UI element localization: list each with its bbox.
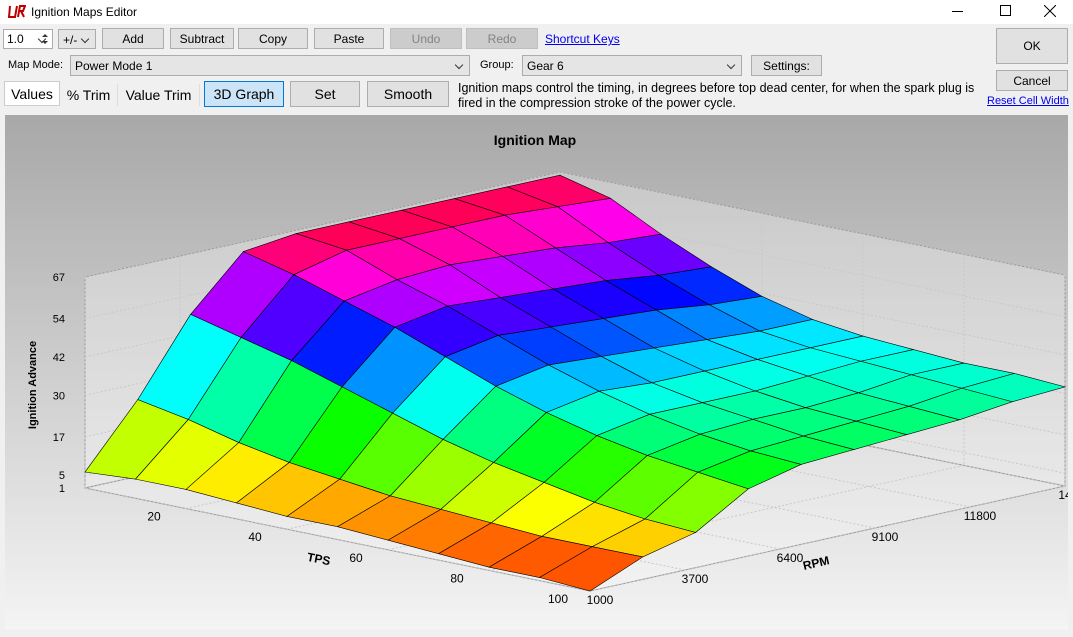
cancel-button[interactable]: Cancel (996, 70, 1068, 91)
reset-cell-width-link[interactable]: Reset Cell Width (987, 95, 1069, 107)
subtract-button[interactable]: Subtract (170, 28, 234, 49)
undo-button: Undo (390, 28, 462, 49)
redo-button: Redo (466, 28, 538, 49)
y-tick-label: 11800 (964, 509, 997, 523)
title-bar: Ignition Maps Editor (0, 0, 1073, 24)
z-tick-label: 42 (53, 352, 65, 364)
shortcut-keys-link[interactable]: Shortcut Keys (545, 32, 620, 46)
x-tick-label: 80 (450, 571, 464, 585)
step-input[interactable]: 1.0 (3, 29, 53, 49)
maximize[interactable] (1000, 5, 1011, 16)
copy-button[interactable]: Copy (238, 28, 308, 49)
mode-dropdown[interactable]: +/- (58, 29, 96, 49)
y-tick-label: 1000 (587, 593, 614, 607)
window-title: Ignition Maps Editor (31, 5, 137, 19)
x-tick-label: 20 (147, 510, 161, 524)
z-tick-label: 54 (53, 314, 65, 326)
percent-trim-tab[interactable]: % Trim (60, 84, 118, 106)
z-tick-label: 5 (59, 470, 65, 482)
3d-graph-button[interactable]: 3D Graph (204, 81, 284, 107)
step-value: 1.0 (7, 32, 24, 46)
map-mode-label: Map Mode: (8, 59, 63, 71)
add-button[interactable]: Add (102, 28, 164, 49)
group-value: Gear 6 (527, 59, 564, 73)
z-tick-label: 17 (53, 432, 65, 444)
y-tick-label: 6400 (777, 551, 804, 565)
spinner[interactable] (39, 31, 51, 47)
y-tick-label: 3700 (682, 572, 709, 586)
x-tick-label: 60 (349, 551, 363, 565)
group-label: Group: (480, 59, 514, 71)
group-combo[interactable]: Gear 6 (522, 55, 742, 76)
ok-button[interactable]: OK (996, 28, 1068, 64)
settings-button[interactable]: Settings: (751, 55, 822, 76)
y-tick-label: 14500 (1058, 488, 1068, 502)
value-trim-tab[interactable]: Value Trim (118, 84, 200, 106)
y-tick-label: 9100 (872, 530, 899, 544)
z-tick-label: 67 (53, 272, 65, 284)
smooth-button[interactable]: Smooth (367, 81, 449, 107)
close[interactable] (1044, 5, 1056, 17)
app-icon (8, 5, 26, 19)
mode-value: +/- (63, 33, 77, 47)
paste-button[interactable]: Paste (314, 28, 384, 49)
description: Ignition maps control the timing, in deg… (458, 81, 978, 111)
x-tick-label: 40 (248, 530, 262, 544)
z-tick-label: 1 (59, 483, 65, 495)
z-axis-label: Ignition Advance (27, 341, 39, 429)
minimize[interactable] (952, 11, 963, 12)
chart: Ignition Map Ignition Advance TPS RPM 15… (5, 115, 1068, 630)
set-button[interactable]: Set (290, 81, 360, 107)
chart-title: Ignition Map (494, 132, 576, 148)
x-tick-label: 100 (548, 592, 568, 606)
map-mode-value: Power Mode 1 (75, 59, 152, 73)
values-tab[interactable]: Values (4, 81, 60, 106)
map-mode-combo[interactable]: Power Mode 1 (70, 55, 470, 76)
z-tick-label: 30 (53, 390, 65, 402)
